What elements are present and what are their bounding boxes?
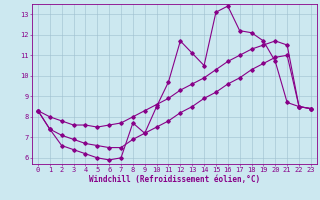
- X-axis label: Windchill (Refroidissement éolien,°C): Windchill (Refroidissement éolien,°C): [89, 175, 260, 184]
